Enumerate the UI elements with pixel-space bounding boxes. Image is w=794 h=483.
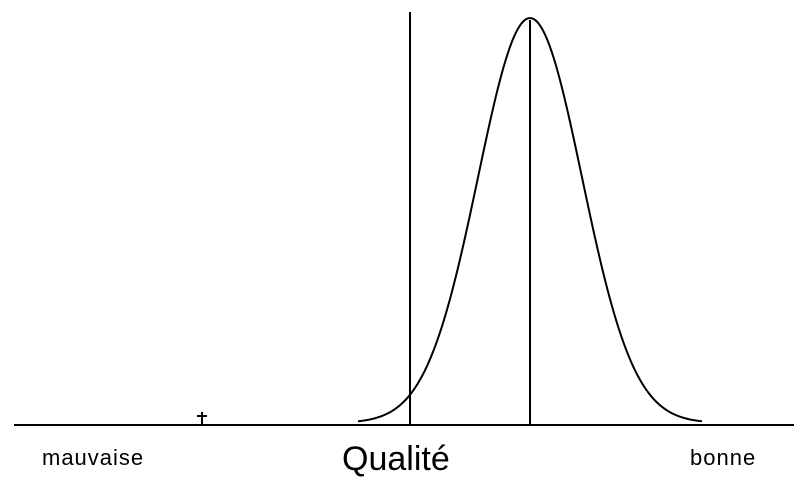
axis-label-bad: mauvaise bbox=[42, 445, 145, 470]
axis-label-good: bonne bbox=[690, 445, 757, 470]
distribution-curve bbox=[357, 16, 703, 423]
axis-title-quality: Qualité bbox=[342, 440, 450, 478]
